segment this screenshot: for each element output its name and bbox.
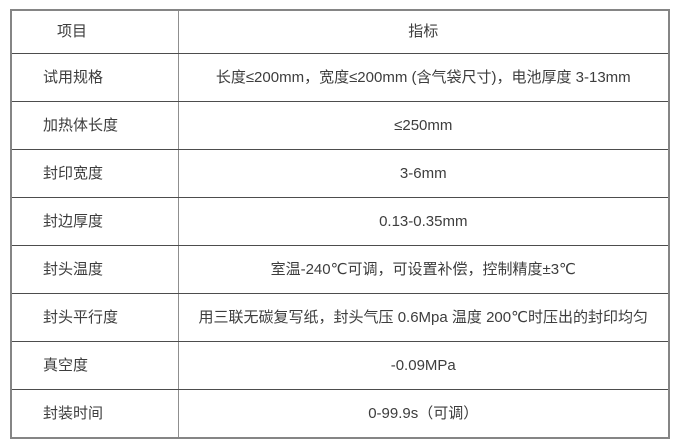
item-cell: 真空度 — [10, 341, 179, 390]
value-cell: -0.09MPa — [177, 341, 670, 390]
value-cell: 0.13-0.35mm — [177, 197, 670, 246]
table-row: 真空度 -0.09MPa — [10, 341, 670, 390]
table-row: 封头平行度 用三联无碳复写纸，封头气压 0.6Mpa 温度 200℃时压出的封印… — [10, 293, 670, 342]
value-cell: 0-99.9s（可调） — [177, 389, 670, 439]
item-cell: 封装时间 — [10, 389, 179, 439]
item-cell: 加热体长度 — [10, 101, 179, 150]
table-row: 封边厚度 0.13-0.35mm — [10, 197, 670, 246]
item-cell: 封印宽度 — [10, 149, 179, 198]
header-row: 项目 指标 — [10, 9, 670, 54]
item-cell: 封头平行度 — [10, 293, 179, 342]
header-cell-item: 项目 — [10, 9, 179, 54]
spec-table: 项目 指标 试用规格 长度≤200mm，宽度≤200mm (含气袋尺寸)，电池厚… — [10, 9, 670, 439]
item-cell: 封头温度 — [10, 245, 179, 294]
value-cell: ≤250mm — [177, 101, 670, 150]
item-cell: 试用规格 — [10, 53, 179, 102]
item-cell: 封边厚度 — [10, 197, 179, 246]
table-row: 封头温度 室温-240℃可调，可设置补偿，控制精度±3℃ — [10, 245, 670, 294]
value-cell: 室温-240℃可调，可设置补偿，控制精度±3℃ — [177, 245, 670, 294]
value-cell: 用三联无碳复写纸，封头气压 0.6Mpa 温度 200℃时压出的封印均匀 — [177, 293, 670, 342]
table-row: 加热体长度 ≤250mm — [10, 101, 670, 150]
header-cell-indicator: 指标 — [177, 9, 670, 54]
table-row: 试用规格 长度≤200mm，宽度≤200mm (含气袋尺寸)，电池厚度 3-13… — [10, 53, 670, 102]
table-row: 封装时间 0-99.9s（可调） — [10, 389, 670, 439]
value-cell: 长度≤200mm，宽度≤200mm (含气袋尺寸)，电池厚度 3-13mm — [177, 53, 670, 102]
table-row: 封印宽度 3-6mm — [10, 149, 670, 198]
value-cell: 3-6mm — [177, 149, 670, 198]
